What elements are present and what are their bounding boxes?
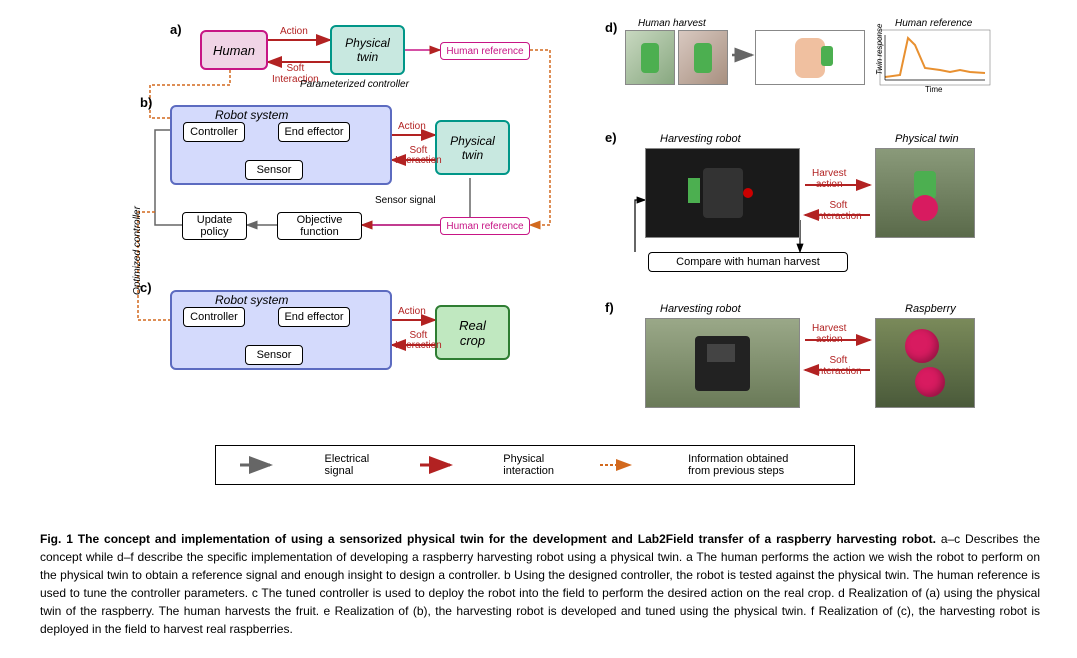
human-harvest-label: Human harvest <box>638 18 706 29</box>
human-reference-label: Human reference <box>895 18 972 29</box>
action-label-c: Action <box>398 306 426 317</box>
legend-info: Information obtained from previous steps <box>645 453 788 477</box>
controller-b: Controller <box>183 122 245 142</box>
panel-e-label: e) <box>605 130 617 145</box>
sensor-b: Sensor <box>245 160 303 180</box>
photo-human-harvest-2 <box>678 30 728 85</box>
legend-physical-text: Physical interaction <box>503 453 554 477</box>
legend-info-text: Information obtained from previous steps <box>688 453 788 477</box>
real-crop: Real crop <box>435 305 510 360</box>
harvest-action-f: Harvest action <box>812 323 846 345</box>
panel-b-label: b) <box>140 95 152 110</box>
harvest-action-e: Harvest action <box>812 168 846 190</box>
panel-a-label: a) <box>170 22 182 37</box>
photo-harvesting-robot-f <box>645 318 800 408</box>
physical-twin-e-label: Physical twin <box>895 133 959 145</box>
photo-human-harvest-1 <box>625 30 675 85</box>
legend: Electrical signal Physical interaction I… <box>215 445 855 485</box>
legend-electrical: Electrical signal <box>282 453 370 477</box>
legend-electrical-text: Electrical signal <box>325 453 370 477</box>
sensor-c: Sensor <box>245 345 303 365</box>
legend-physical: Physical interaction <box>460 453 554 477</box>
soft-interaction-f: Soft Interaction <box>815 355 862 377</box>
action-label-b: Action <box>398 121 426 132</box>
physical-twin-a: Physical twin <box>330 25 405 75</box>
soft-interaction-c: Soft Interaction <box>395 331 442 351</box>
soft-interaction-e: Soft Interaction <box>815 200 862 222</box>
panel-d-label: d) <box>605 20 617 35</box>
chart-ylabel: Twin response <box>875 24 884 75</box>
controller-c: Controller <box>183 307 245 327</box>
objective-function: Objective function <box>277 212 362 240</box>
robot-system-c-title: Robot system <box>215 293 288 307</box>
update-policy: Update policy <box>182 212 247 240</box>
end-effector-b: End effector <box>278 122 350 142</box>
soft-interaction-b: Soft Interaction <box>395 146 442 166</box>
robot-system-b-title: Robot system <box>215 108 288 122</box>
panel-f-label: f) <box>605 300 614 315</box>
human-reference-b: Human reference <box>440 217 530 235</box>
photo-physical-twin-e <box>875 148 975 238</box>
harvesting-robot-e-label: Harvesting robot <box>660 133 741 145</box>
chart-xlabel: Time <box>925 85 942 94</box>
action-label-a: Action <box>280 26 308 37</box>
compare-box: Compare with human harvest <box>648 252 848 272</box>
parameterized-controller-label: Parameterized controller <box>300 79 409 90</box>
human-box: Human <box>200 30 268 70</box>
caption-title: Fig. 1 The concept and implementation of… <box>40 532 936 546</box>
harvesting-robot-f-label: Harvesting robot <box>660 303 741 315</box>
raspberry-f-label: Raspberry <box>905 303 956 315</box>
optimized-controller-label: Optimized controller <box>132 206 143 295</box>
photo-raspberry-f <box>875 318 975 408</box>
caption-body: a–c Describes the concept while d–f desc… <box>40 532 1040 636</box>
sensor-signal-label: Sensor signal <box>375 195 436 206</box>
human-reference-a: Human reference <box>440 42 530 60</box>
physical-twin-b: Physical twin <box>435 120 510 175</box>
figure-composite: a) b) c) d) e) f) Human Physical twin Hu… <box>40 20 1040 520</box>
end-effector-c: End effector <box>278 307 350 327</box>
photo-harvesting-robot-e <box>645 148 800 238</box>
photo-human-reference-hand <box>755 30 865 85</box>
figure-caption: Fig. 1 The concept and implementation of… <box>40 530 1040 638</box>
